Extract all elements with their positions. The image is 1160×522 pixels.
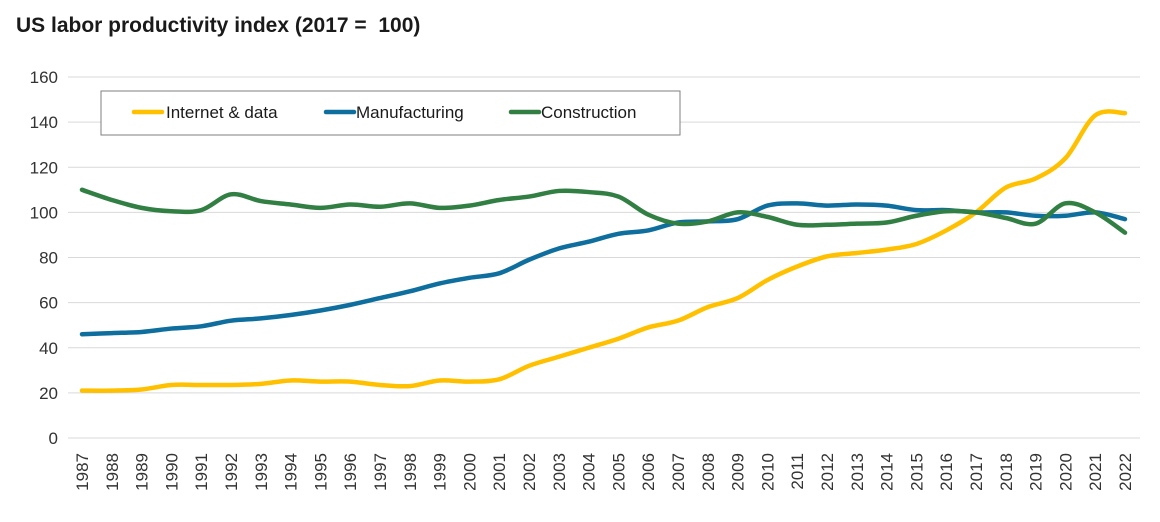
x-tick-label: 1997 — [371, 453, 390, 491]
x-tick-label: 2012 — [818, 453, 837, 491]
x-tick-label: 2010 — [758, 453, 777, 491]
x-tick-label: 1996 — [341, 453, 360, 491]
x-tick-label: 2008 — [699, 453, 718, 491]
x-tick-label: 1994 — [282, 453, 301, 491]
y-tick-label: 20 — [39, 384, 58, 403]
x-tick-label: 2009 — [729, 453, 748, 491]
legend-label-construction: Construction — [541, 103, 636, 122]
x-tick-label: 1991 — [192, 453, 211, 491]
x-tick-label: 2011 — [788, 453, 807, 490]
y-tick-label: 60 — [39, 294, 58, 313]
y-tick-label: 160 — [30, 68, 58, 87]
y-tick-label: 140 — [30, 113, 58, 132]
chart-title: US labor productivity index (2017 = 100) — [16, 14, 421, 37]
y-axis-ticks: 0 20 40 60 80 100 120 140 160 — [30, 68, 58, 448]
x-tick-label: 2000 — [460, 453, 479, 491]
x-tick-label: 1998 — [401, 453, 420, 491]
x-tick-label: 2003 — [550, 453, 569, 491]
x-tick-label: 2006 — [639, 453, 658, 491]
series-line-internet-data — [79, 109, 1128, 393]
y-tick-label: 120 — [30, 158, 58, 177]
x-tick-label: 2022 — [1116, 453, 1135, 491]
x-tick-label: 2019 — [1027, 453, 1046, 491]
x-tick-label: 2005 — [609, 453, 628, 491]
x-tick-label: 2021 — [1086, 453, 1105, 491]
legend: Internet & data Manufacturing Construction — [100, 90, 681, 136]
x-tick-label: 1995 — [311, 453, 330, 491]
series-line-manufacturing — [79, 201, 1128, 337]
x-tick-label: 1993 — [252, 453, 271, 491]
x-axis-ticks: 1987 1988 1989 1990 1991 1992 1993 1994 1995 1996… — [73, 453, 1135, 491]
x-tick-label: 2007 — [669, 453, 688, 491]
x-tick-label: 1999 — [431, 453, 450, 491]
x-tick-label: 1988 — [103, 453, 122, 491]
legend-label-manufacturing: Manufacturing — [356, 103, 464, 122]
series-line-construction — [79, 187, 1128, 235]
x-tick-label: 2014 — [878, 453, 897, 491]
x-tick-label: 2017 — [967, 453, 986, 491]
x-tick-label: 1990 — [162, 453, 181, 491]
legend-box — [100, 90, 681, 136]
x-tick-label: 2002 — [520, 453, 539, 491]
x-tick-label: 1989 — [133, 453, 152, 491]
x-tick-label: 1992 — [222, 453, 241, 491]
y-tick-label: 80 — [39, 249, 58, 268]
x-tick-label: 1987 — [73, 453, 92, 491]
x-tick-label: 2020 — [1056, 453, 1075, 491]
series-lines — [79, 109, 1128, 393]
y-tick-label: 40 — [39, 339, 58, 358]
x-tick-label: 2001 — [490, 453, 509, 491]
x-tick-label: 2016 — [937, 453, 956, 491]
y-tick-label: 100 — [30, 203, 58, 222]
x-tick-label: 2015 — [907, 453, 926, 491]
x-tick-label: 2018 — [997, 453, 1016, 491]
legend-label-internet-data: Internet & data — [166, 103, 278, 122]
x-tick-label: 2013 — [848, 453, 867, 491]
y-tick-label: 0 — [49, 429, 58, 448]
x-tick-label: 2004 — [580, 453, 599, 491]
